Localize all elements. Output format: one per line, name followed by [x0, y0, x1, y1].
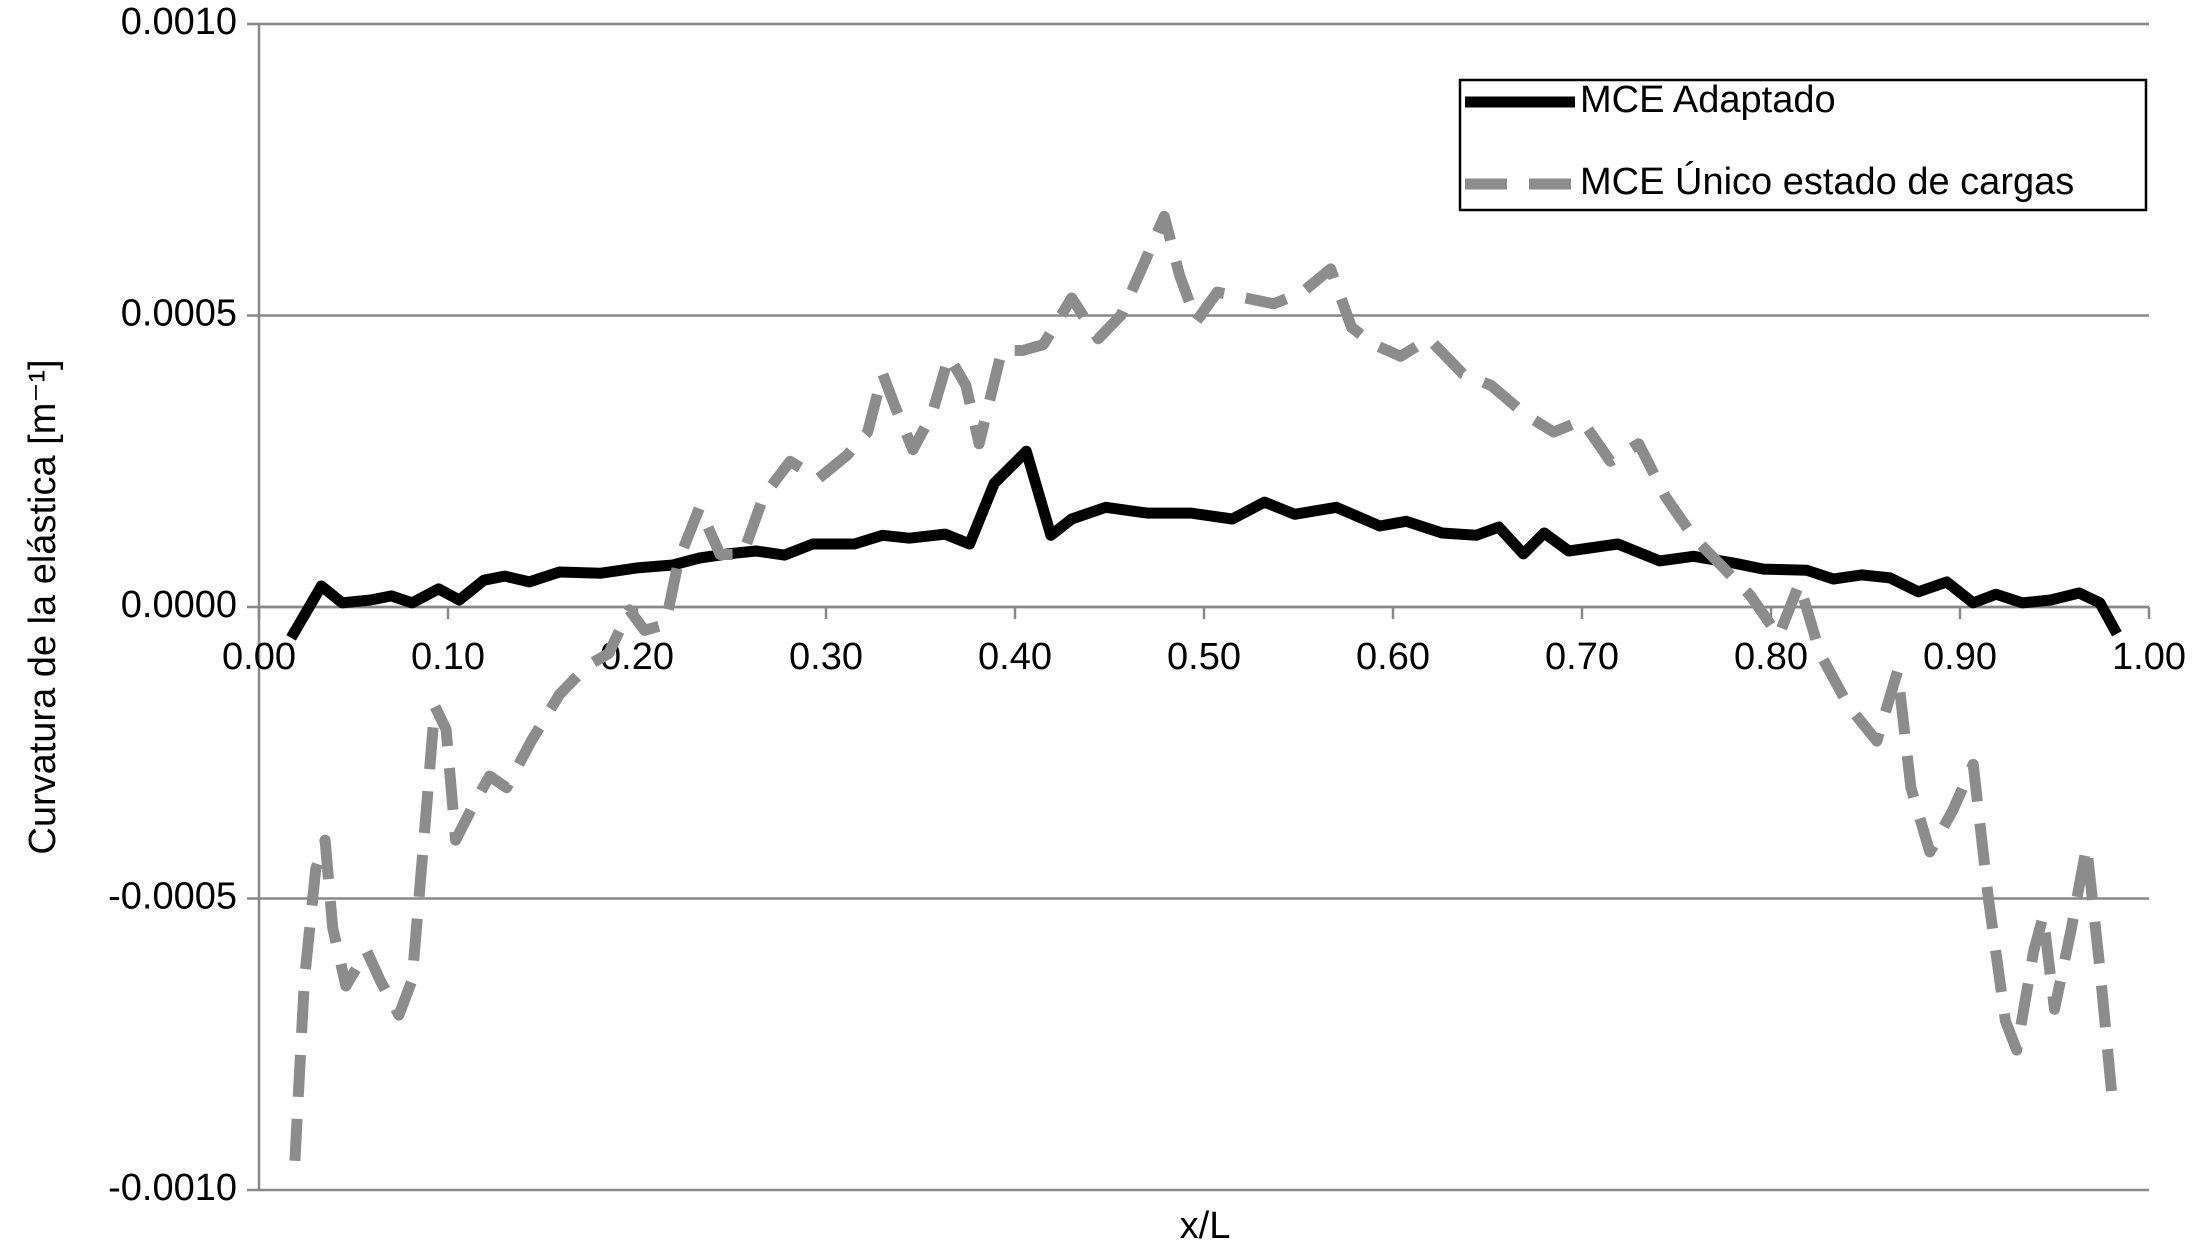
y-axis-label: Curvatura de la elástica [m⁻¹] [22, 359, 64, 854]
x-tick-label: 0.30 [789, 636, 863, 678]
y-tick-label: 0.0010 [121, 1, 237, 43]
y-tick-label: 0.0000 [121, 584, 237, 626]
x-tick-label: 0.70 [1545, 636, 1619, 678]
series-line [289, 210, 2119, 1162]
x-tick-label: 0.50 [1167, 636, 1241, 678]
x-tick-label: 0.60 [1356, 636, 1430, 678]
legend-box [1458, 78, 2148, 212]
series-line [286, 445, 2122, 641]
x-tick-label: 0.80 [1734, 636, 1808, 678]
legend-label: MCE Adaptado [1580, 79, 1836, 121]
y-tick-label: -0.0005 [108, 876, 237, 918]
x-tick-label: 0.90 [1923, 636, 1997, 678]
y-tick-label: 0.0005 [121, 293, 237, 335]
x-axis-label: x/L [1180, 1205, 1231, 1247]
legend-label: MCE Único estado de cargas [1580, 160, 2074, 203]
x-tick-label: 0.40 [978, 636, 1052, 678]
x-tick-label: 0.10 [411, 636, 485, 678]
x-tick-label: 0.00 [222, 636, 296, 678]
y-tick-label: -0.0010 [108, 1167, 237, 1209]
x-tick-label: 1.00 [2112, 636, 2186, 678]
